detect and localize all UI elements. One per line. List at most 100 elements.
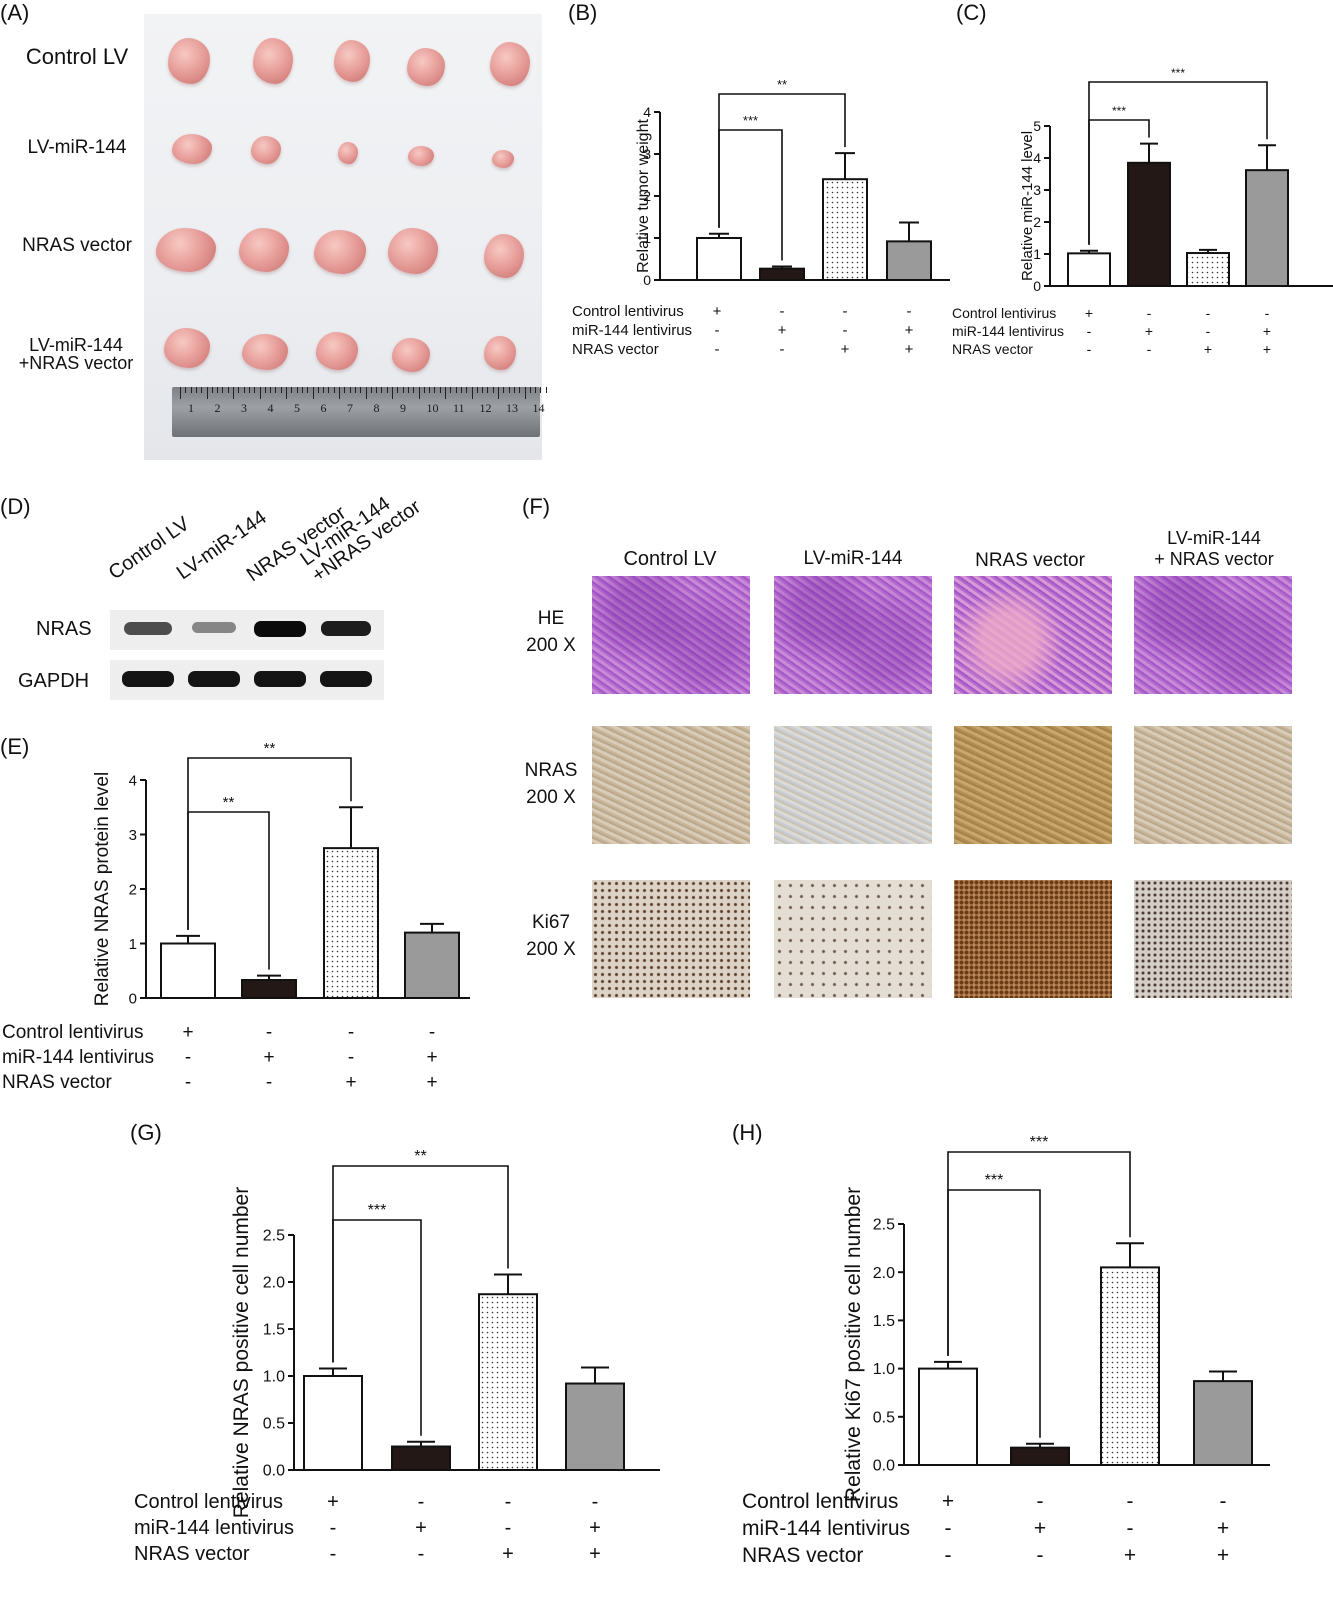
ruler-tick — [227, 387, 229, 393]
bar — [391, 1445, 451, 1471]
photo-row-label-lv-mir144: LV-miR-144 — [27, 137, 127, 158]
blot-band-gapdh — [122, 671, 174, 687]
y-axis-title: Relative Ki67 positive cell number — [842, 1187, 865, 1502]
condition-row-label: NRAS vector — [572, 341, 659, 358]
condition-sign: + — [502, 1543, 514, 1565]
western-blot-panel: Control LV LV-miR-144 NRAS vector LV-miR… — [0, 493, 520, 714]
ruler-tick — [195, 387, 197, 393]
condition-sign: + — [263, 1047, 274, 1068]
condition-sign: - — [1265, 305, 1270, 321]
histo-col-label-0: Control LV — [623, 548, 717, 570]
ruler-tick — [487, 387, 489, 393]
condition-sign: - — [330, 1543, 337, 1565]
ruler-tick — [333, 387, 335, 393]
bar — [1100, 1266, 1160, 1466]
blot-strip-gapdh — [110, 660, 384, 700]
condition-row-label: NRAS vector — [2, 1072, 112, 1093]
histo-mag-nras: 200 X — [526, 786, 576, 808]
ruler-tick — [513, 387, 515, 393]
histo-row-label-ki67: Ki67 200 X — [520, 910, 582, 963]
condition-sign: - — [1127, 1490, 1134, 1513]
significance-label: *** — [985, 1172, 1004, 1189]
bar — [918, 1367, 978, 1467]
histo-stain-ki67: Ki67 — [531, 912, 571, 933]
y-tick-label: 2 — [1033, 214, 1041, 230]
y-axis-title: Relative tumor weight — [635, 119, 652, 273]
condition-sign: - — [907, 303, 912, 320]
condition-sign: - — [843, 303, 848, 320]
ruler-tick — [217, 387, 219, 393]
condition-row-label: NRAS vector — [952, 341, 1033, 357]
blot-strip-nras — [110, 610, 384, 650]
ruler-number: 1 — [188, 401, 194, 415]
condition-row-label: miR-144 lentivirus — [952, 323, 1064, 339]
bar — [323, 847, 379, 999]
ruler-tick — [301, 387, 303, 393]
condition-sign: + — [1145, 323, 1153, 339]
condition-sign: + — [589, 1517, 601, 1539]
condition-sign: + — [589, 1543, 601, 1565]
photo-row-label-nras: NRAS vector — [22, 235, 132, 256]
ruler-tick — [386, 387, 388, 393]
condition-sign: + — [1217, 1517, 1229, 1540]
condition-row-label: miR-144 lentivirus — [134, 1517, 294, 1539]
histology-panel: Control LV LV-miR-144 NRAS vector LV-miR… — [520, 494, 1333, 1014]
condition-row-label: miR-144 lentivirus — [572, 322, 692, 339]
condition-sign: + — [1085, 305, 1093, 321]
condition-sign: - — [1087, 323, 1092, 339]
condition-sign: + — [905, 341, 914, 358]
y-tick-label: 4 — [643, 104, 651, 120]
bar — [565, 1382, 625, 1471]
y-tick-label: 4 — [129, 772, 137, 789]
condition-sign: - — [348, 1022, 354, 1043]
ruler-tick — [423, 387, 425, 393]
ruler-tick — [397, 387, 399, 393]
ruler-tick — [402, 387, 404, 393]
panel-label-h: (H) — [732, 1120, 763, 1145]
y-tick-label: 0.0 — [873, 1458, 895, 1475]
y-tick-label: 1 — [129, 936, 137, 953]
histo-stain-nras: NRAS — [524, 760, 578, 781]
histo-ki67-lv-mir144 — [774, 880, 932, 998]
ruler-tick — [185, 387, 187, 393]
condition-sign: - — [185, 1072, 191, 1093]
significance-label: ** — [264, 740, 276, 757]
panel-label-b: (B) — [568, 0, 598, 25]
ruler-tick — [206, 387, 208, 399]
histo-col-label-1: LV-miR-144 — [803, 548, 903, 569]
ruler-tick — [418, 387, 420, 399]
condition-sign: + — [1217, 1544, 1229, 1567]
condition-sign: - — [330, 1517, 337, 1539]
y-tick-label: 1.0 — [263, 1369, 285, 1386]
bar — [1127, 161, 1171, 287]
ruler-tick — [381, 387, 383, 393]
tumor-photo: 1 2 3 4 5 6 7 8 9 10 11 12 13 14 — [144, 14, 547, 460]
bar — [303, 1375, 363, 1471]
bar — [478, 1293, 538, 1471]
ruler-number: 6 — [320, 401, 327, 415]
y-tick-label: 3 — [1033, 182, 1041, 198]
ruler-tick — [482, 387, 484, 393]
ruler-tick — [439, 387, 441, 393]
panel-label-g: (G) — [130, 1120, 162, 1145]
condition-sign: - — [715, 341, 720, 358]
ruler-tick — [323, 387, 325, 393]
blot-band-nras — [124, 621, 172, 635]
significance-label: *** — [368, 1202, 387, 1219]
ruler-tick — [407, 387, 409, 393]
blot-band-gapdh — [188, 671, 240, 687]
bar — [1067, 252, 1111, 287]
y-tick-label: 2.0 — [263, 1275, 285, 1292]
ruler-number: 8 — [373, 401, 380, 415]
histo-he-combo — [1134, 576, 1292, 694]
condition-sign: - — [780, 303, 785, 320]
ruler-tick — [248, 387, 250, 393]
bar — [1245, 169, 1289, 287]
y-tick-label: 1 — [643, 230, 651, 246]
condition-sign: - — [843, 322, 848, 339]
y-tick-label: 1.0 — [873, 1361, 895, 1378]
ruler-tick — [307, 387, 309, 393]
y-tick-label: 3 — [129, 827, 137, 844]
significance-label: *** — [1030, 1134, 1049, 1151]
significance-bracket — [718, 93, 846, 228]
